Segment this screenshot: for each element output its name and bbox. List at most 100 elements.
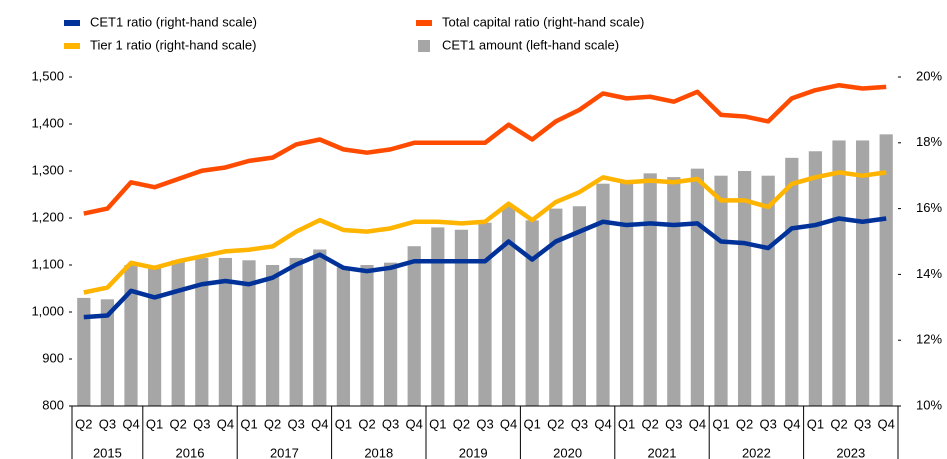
bar [360, 265, 374, 406]
y-tick-label: 900 [42, 350, 64, 365]
y-tick-label: 1,100 [31, 256, 64, 271]
x-tick-label: Q4 [406, 416, 423, 431]
x-tick-label: Q2 [170, 416, 187, 431]
x-tick-label: Q3 [854, 416, 871, 431]
x-tick-label: Q3 [288, 416, 305, 431]
year-label: 2018 [364, 445, 393, 459]
bar [714, 175, 728, 406]
bar [785, 157, 799, 406]
x-tick-label: Q4 [878, 416, 895, 431]
year-label: 2019 [459, 445, 488, 459]
bar [431, 227, 445, 406]
x-tick-label: Q4 [783, 416, 800, 431]
bar [549, 208, 563, 406]
legend-label: CET1 ratio (right-hand scale) [90, 14, 257, 29]
legend-swatch [418, 40, 430, 52]
x-tick-label: Q1 [712, 416, 729, 431]
x-tick-label: Q2 [547, 416, 564, 431]
y2-tick-label: 12% [916, 332, 942, 347]
bar [832, 140, 846, 406]
x-tick-label: Q4 [594, 416, 611, 431]
x-tick-label: Q2 [830, 416, 847, 431]
bar [737, 171, 752, 406]
year-label: 2016 [176, 445, 205, 459]
bar [171, 260, 185, 406]
bar [407, 246, 421, 406]
x-tick-label: Q3 [476, 416, 493, 431]
y-tick-label: 1,400 [31, 115, 64, 130]
year-label: 2021 [648, 445, 677, 459]
y2-tick-label: 20% [916, 68, 942, 83]
year-label: 2015 [93, 445, 122, 459]
year-label: 2023 [836, 445, 865, 459]
bar [667, 177, 681, 406]
legend-swatch [416, 20, 432, 26]
bar [619, 182, 634, 406]
y2-tick-label: 14% [916, 266, 942, 281]
y2-tick-label: 18% [916, 134, 942, 149]
x-tick-label: Q4 [122, 416, 139, 431]
x-tick-label: Q4 [689, 416, 706, 431]
bar [265, 265, 280, 406]
x-tick-label: Q4 [217, 416, 234, 431]
bar [147, 267, 162, 406]
x-tick-label: Q4 [500, 416, 517, 431]
x-tick-label: Q4 [311, 416, 328, 431]
x-tick-label: Q3 [665, 416, 682, 431]
year-label: 2017 [270, 445, 299, 459]
y-tick-label: 1,000 [31, 303, 64, 318]
x-tick-label: Q2 [453, 416, 470, 431]
bar [501, 206, 516, 406]
x-tick-label: Q2 [358, 416, 375, 431]
legend-label: Tier 1 ratio (right-hand scale) [90, 37, 256, 52]
line [83, 82, 887, 216]
bar [525, 220, 539, 406]
y-tick-label: 1,500 [31, 68, 64, 83]
y-tick-label: 800 [42, 397, 64, 412]
bar [454, 229, 469, 406]
y2-tick-label: 16% [916, 200, 942, 215]
y2-tick-label: 10% [916, 397, 942, 412]
legend-label: CET1 amount (left-hand scale) [442, 37, 619, 52]
x-tick-label: Q1 [240, 416, 257, 431]
x-tick-label: Q3 [193, 416, 210, 431]
x-tick-label: Q3 [760, 416, 777, 431]
x-tick-label: Q3 [382, 416, 399, 431]
year-label: 2020 [553, 445, 582, 459]
bar [808, 151, 823, 406]
x-tick-label: Q1 [146, 416, 163, 431]
bar [572, 206, 587, 406]
x-tick-label: Q3 [571, 416, 588, 431]
x-tick-label: Q2 [75, 416, 92, 431]
bar [313, 249, 327, 406]
bar [124, 265, 138, 406]
y-tick-label: 1,300 [31, 162, 64, 177]
bar [383, 262, 398, 406]
line [83, 170, 887, 295]
y-tick-label: 1,200 [31, 209, 64, 224]
x-tick-label: Q2 [264, 416, 281, 431]
bar [242, 260, 256, 406]
legend-swatch [64, 20, 80, 26]
x-tick-label: Q2 [642, 416, 659, 431]
bar [195, 257, 209, 406]
line [83, 216, 887, 320]
bar [855, 140, 870, 406]
bar [336, 267, 351, 406]
x-tick-label: Q1 [335, 416, 352, 431]
bar [77, 297, 91, 406]
x-tick-label: Q1 [618, 416, 635, 431]
x-tick-label: Q3 [99, 416, 116, 431]
bar [690, 168, 705, 406]
bar [761, 175, 775, 406]
x-tick-label: Q2 [736, 416, 753, 431]
bar [100, 299, 115, 406]
bar [218, 257, 233, 406]
legend-label: Total capital ratio (right-hand scale) [442, 14, 644, 29]
x-tick-label: Q1 [524, 416, 541, 431]
x-tick-label: Q1 [807, 416, 824, 431]
bar [879, 134, 893, 406]
x-tick-label: Q1 [429, 416, 446, 431]
bar [596, 183, 610, 406]
